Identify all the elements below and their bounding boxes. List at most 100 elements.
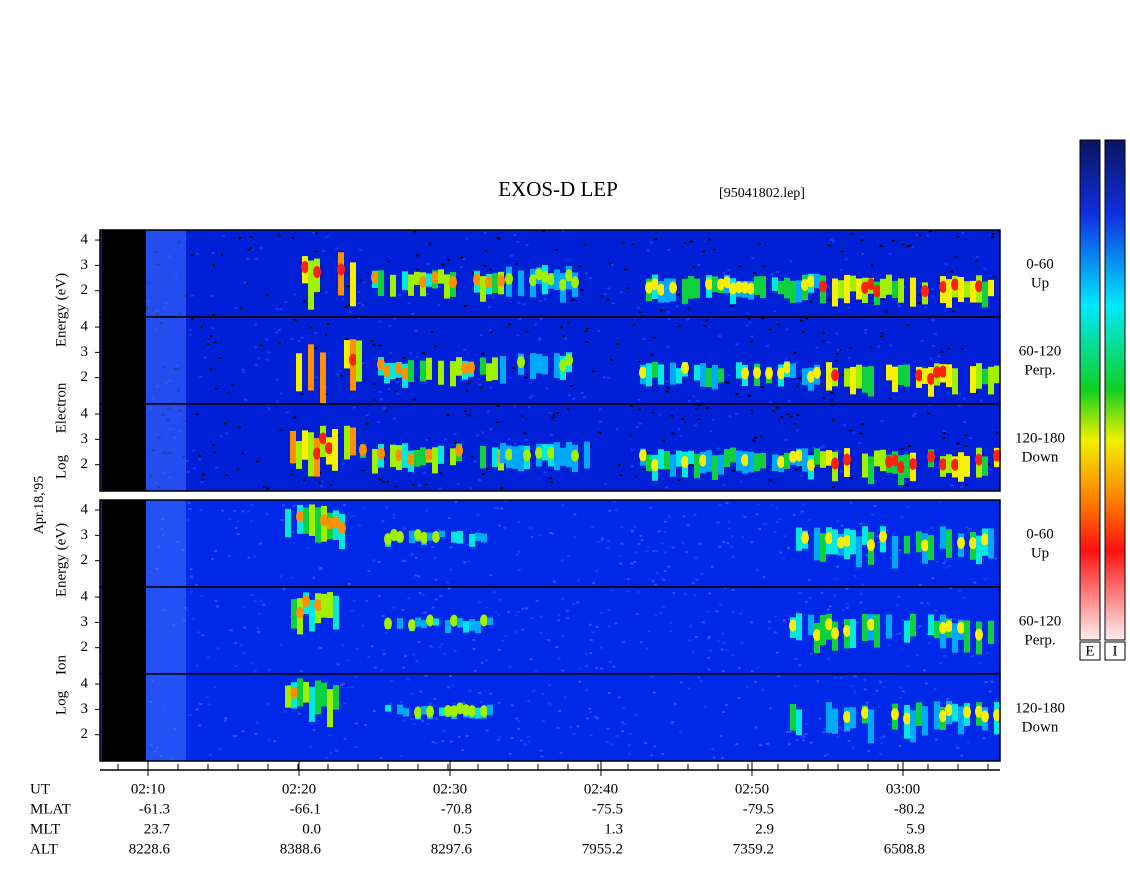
spectrogram-pixel (703, 324, 707, 327)
spectrogram-pixel (302, 635, 306, 638)
spectrogram-feature (958, 706, 964, 735)
spectrogram-pixel (904, 483, 908, 486)
spectrogram-peak (939, 365, 947, 378)
spectrogram-feature (397, 618, 403, 629)
spectrogram-pixel (879, 335, 883, 338)
spectrogram-pixel (739, 480, 743, 483)
spectrogram-pixel (480, 334, 484, 337)
spectrogram-peak (753, 366, 761, 379)
spectrogram-pixel (320, 485, 324, 488)
spectrogram-pixel (937, 500, 941, 503)
spectrogram-feature (308, 432, 314, 477)
spectrogram-peak (669, 281, 677, 294)
spectrogram-pixel (521, 628, 525, 631)
spectrogram-pixel (945, 566, 949, 569)
spectrogram-pixel (642, 338, 646, 341)
spectrogram-peak (456, 702, 464, 715)
spectrogram-pixel (458, 735, 462, 738)
spectrogram-pixel (809, 300, 813, 303)
spectrogram-pixel (481, 431, 485, 434)
spectrogram-pixel (766, 742, 770, 745)
spectrogram-peak (384, 617, 392, 630)
spectrogram-pixel (234, 642, 238, 645)
spectrogram-peak (945, 704, 953, 717)
spectrogram-feature (826, 702, 832, 733)
spectrogram-pixel (534, 670, 538, 673)
spectrogram-pixel (424, 381, 428, 384)
spectrogram-feature (988, 279, 994, 297)
ephemeris-value: -66.1 (290, 801, 321, 817)
ephemeris-value: -75.5 (592, 801, 623, 817)
spectrogram-pixel (964, 445, 968, 448)
y-tick-label: 4 (81, 589, 89, 605)
spectrogram-feature (303, 682, 309, 703)
spectrogram-pixel (920, 731, 924, 734)
spectrogram-pixel (971, 654, 975, 657)
spectrogram-pixel (518, 318, 522, 321)
spectrogram-pixel (279, 643, 283, 646)
spectrogram-feature (390, 444, 396, 468)
spectrogram-pixel (347, 582, 351, 585)
spectrogram-feature (940, 526, 946, 549)
spectrogram-feature (518, 445, 524, 472)
spectrogram-pixel (498, 524, 502, 527)
spectrogram-pixel (384, 410, 388, 413)
spectrogram-pixel (705, 407, 709, 410)
spectrogram-pixel (935, 560, 939, 563)
spectrogram-pixel (534, 323, 538, 326)
spectrogram-pixel (854, 574, 858, 577)
spectrogram-pixel (504, 635, 508, 638)
spectrogram-feature (754, 276, 760, 295)
spectrogram-pixel (906, 665, 910, 668)
spectrogram-pixel (777, 675, 781, 678)
spectrogram-pixel (962, 397, 966, 400)
spectrogram-peak (825, 618, 833, 631)
spectrogram-pixel (365, 413, 369, 416)
spectrogram-pixel (504, 500, 508, 503)
spectrogram-pixel (233, 509, 237, 512)
spectrogram-pixel (550, 433, 554, 436)
spectrogram-pixel (671, 432, 675, 435)
spectrogram-pixel (407, 597, 411, 600)
spectrogram-pixel (329, 483, 333, 486)
spectrogram-pixel (561, 597, 565, 600)
spectrogram-pixel (214, 466, 218, 469)
spectrogram-pixel (591, 526, 595, 529)
spectrogram-pixel (759, 435, 763, 438)
spectrogram-pixel (513, 233, 517, 236)
spectrogram-pixel (659, 611, 663, 614)
spectrogram-pixel (735, 343, 739, 346)
spectrogram-pixel (827, 298, 831, 301)
spectrogram-pixel (200, 480, 204, 483)
spectrogram-peak (480, 614, 488, 627)
spectrogram-peak (473, 273, 481, 286)
spectrogram-pixel (832, 240, 836, 243)
spectrogram-pixel (633, 525, 637, 528)
spectrogram-peak (879, 530, 887, 543)
spectrogram-peak (783, 361, 791, 374)
spectrogram-pixel (396, 380, 400, 383)
spectrogram-feature (904, 364, 910, 387)
spectrogram-peak (927, 450, 935, 463)
no-data-strip (102, 317, 146, 404)
spectrogram-peak (831, 627, 839, 640)
spectrogram-pixel (600, 538, 604, 541)
spectrogram-pixel (750, 670, 754, 673)
spectrogram-pixel (607, 608, 611, 611)
spectrogram-pixel (324, 680, 328, 683)
spectrogram-pixel (788, 730, 792, 733)
spectrogram-pixel (639, 641, 643, 644)
spectrogram-pixel (698, 542, 702, 545)
spectrogram-pixel (881, 298, 885, 301)
spectrogram-feature (321, 593, 327, 618)
spectrogram-pixel (198, 454, 202, 457)
spectrogram-peak (657, 283, 665, 296)
spectrogram-peak (951, 278, 959, 291)
spectrogram-pixel (185, 459, 189, 462)
spectrogram-pixel (716, 521, 720, 524)
title: EXOS-D LEP (498, 177, 618, 201)
spectrogram-pixel (983, 578, 987, 581)
spectrogram-feature (796, 709, 802, 736)
spectrogram-pixel (456, 483, 460, 486)
spectrogram-pixel (928, 230, 932, 233)
